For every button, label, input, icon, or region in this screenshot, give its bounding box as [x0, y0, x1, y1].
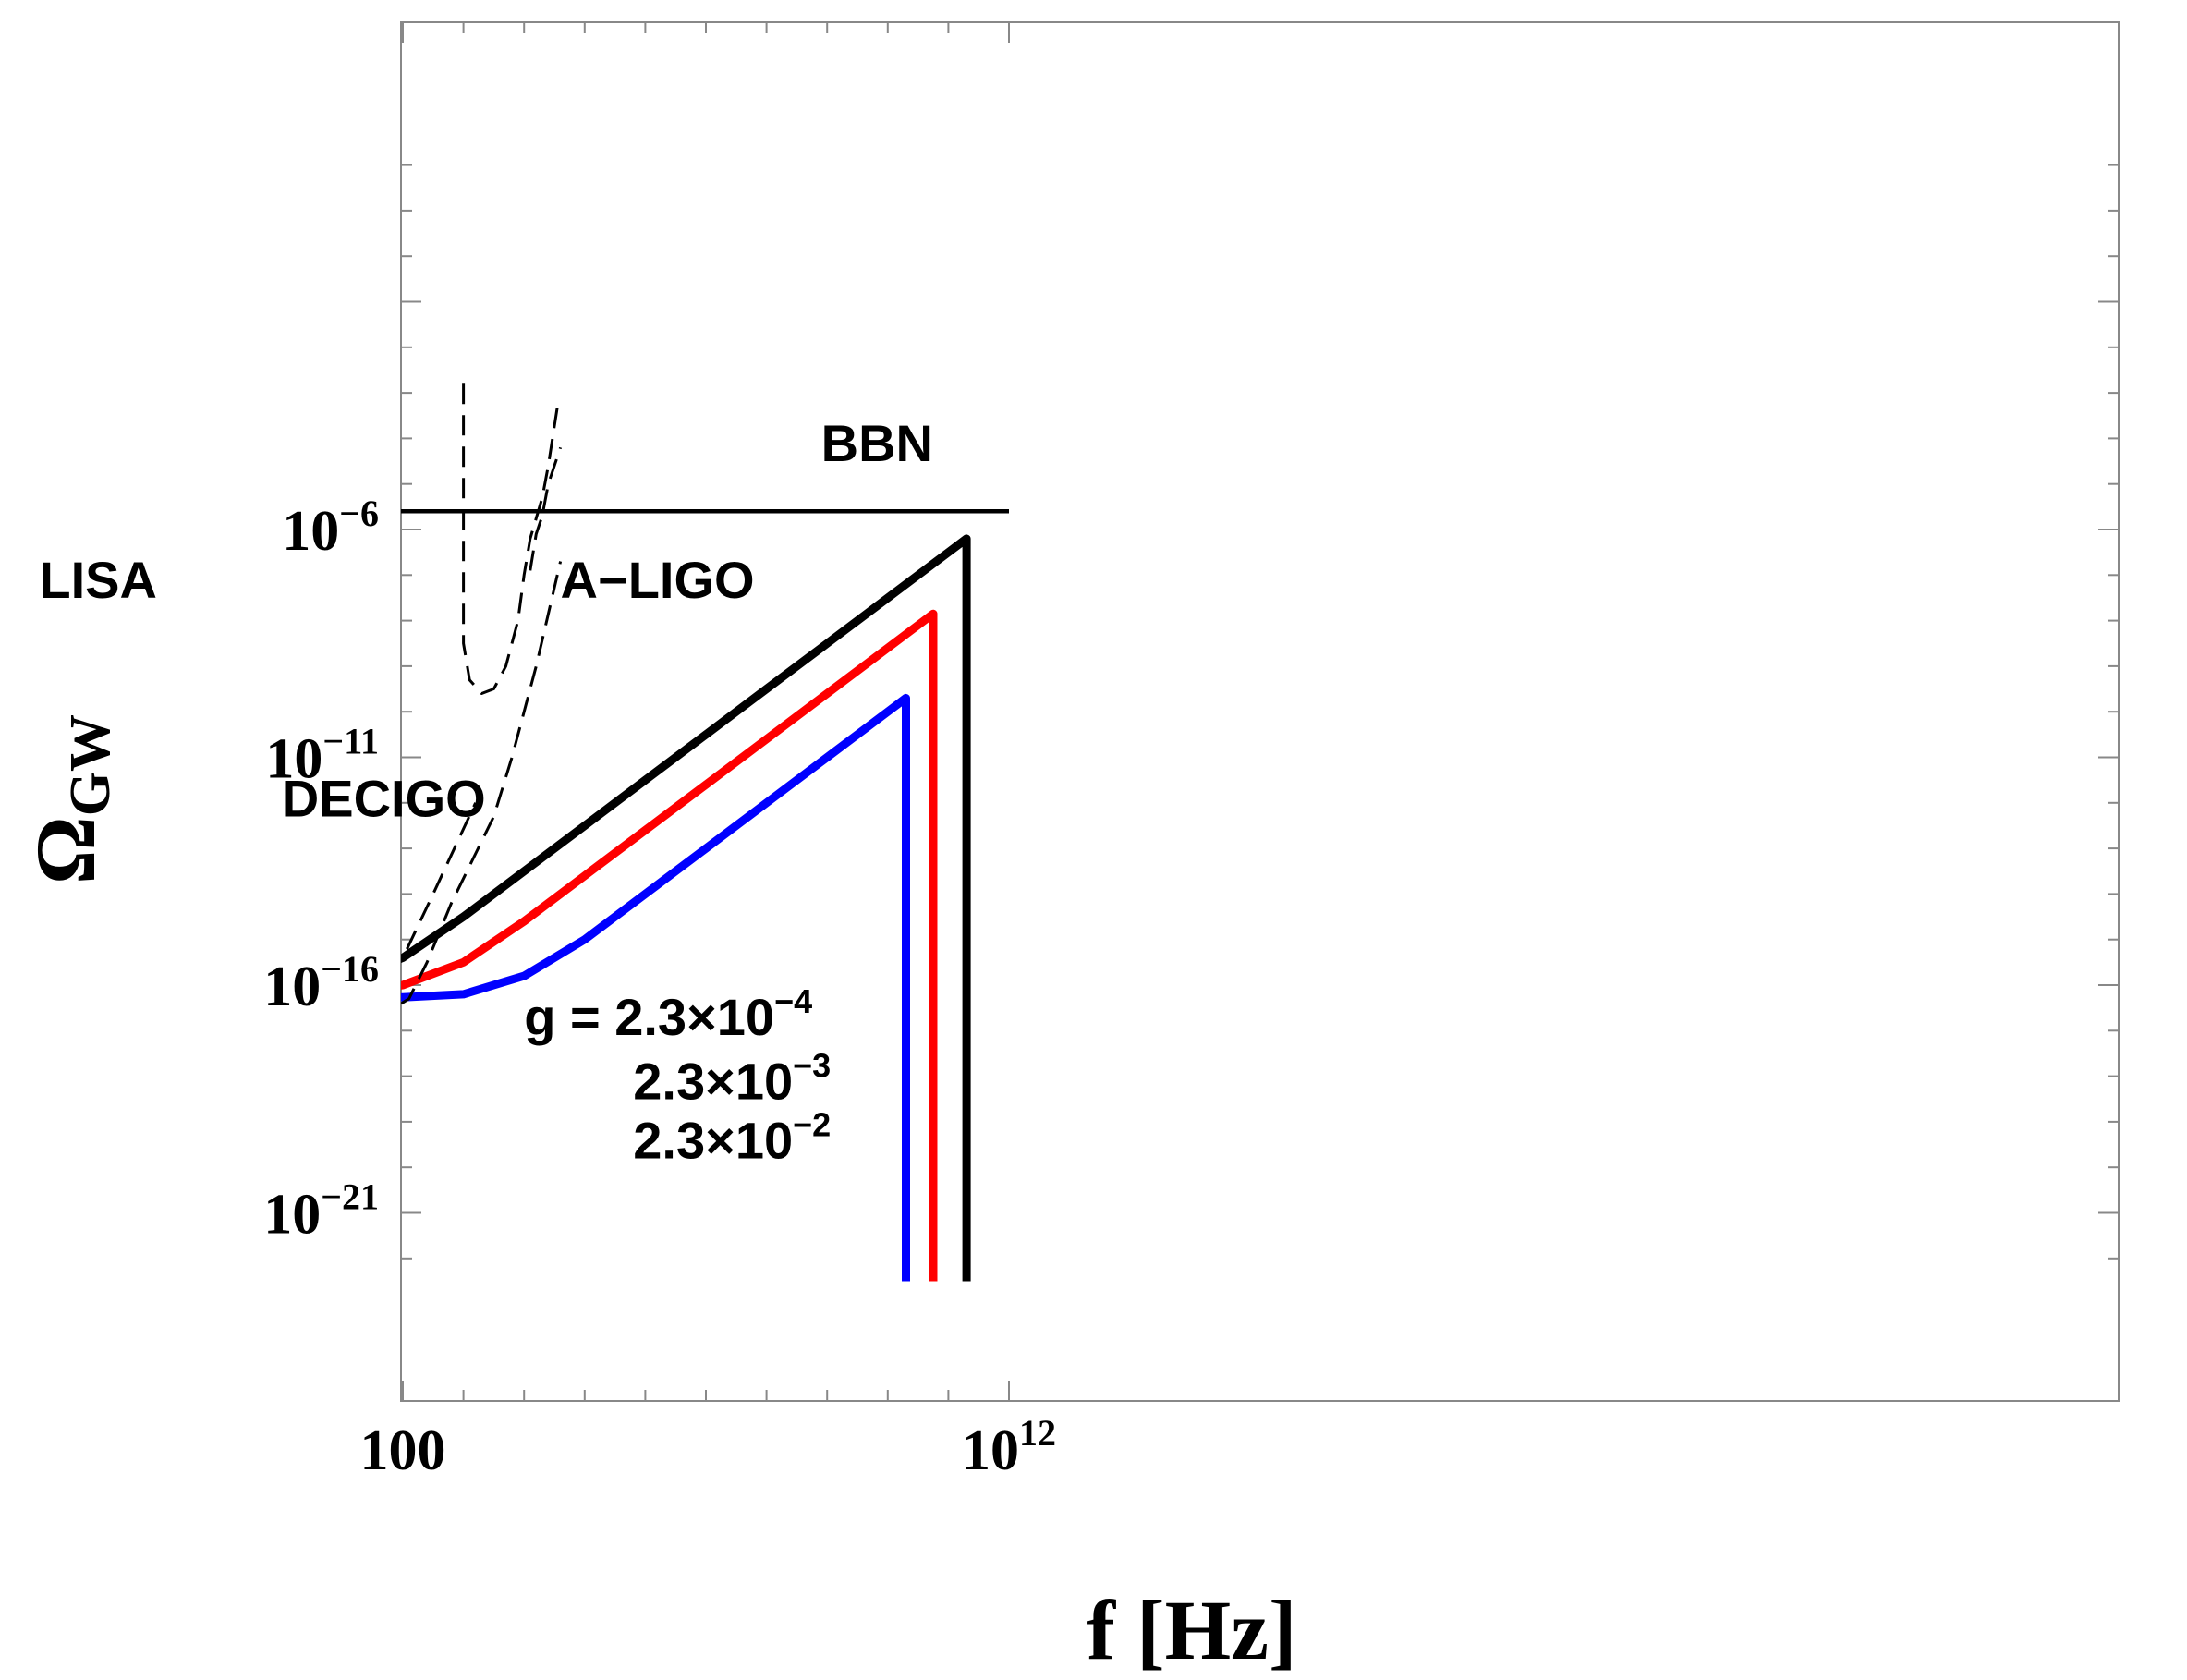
axis-ticks	[401, 22, 2119, 1401]
svg-text:ΩGW: ΩGW	[18, 714, 122, 884]
annotation-g3: 2.3×10−2	[633, 1105, 831, 1169]
x-tick-label: 1012	[962, 1412, 1056, 1482]
data-series	[401, 383, 1009, 1282]
x-tick-label: 100	[360, 1419, 446, 1482]
y-axis-title: ΩGW	[18, 714, 122, 884]
annotation-g2: 2.3×10−3	[633, 1046, 831, 1110]
x-axis-title: f [Hz]	[1087, 1583, 1296, 1677]
annotation-lisa: LISA	[39, 551, 157, 609]
series-g-2-3-10-4	[401, 534, 971, 1282]
annotation-g1: g = 2.3×10−4	[524, 982, 812, 1046]
series-a-ligo	[462, 383, 559, 695]
series-a-ligo-inner	[529, 446, 563, 571]
y-tick-label: 10−16	[263, 948, 379, 1018]
y-tick-label: 10−21	[263, 1176, 379, 1247]
series-g-2-3-10-3	[401, 609, 938, 1282]
annotation-bbn: BBN	[821, 414, 933, 472]
annotations: BBNSKALISAA−LIGODECIGOr = 0.05g = 2.3×10…	[39, 414, 933, 1169]
y-tick-label: 10−6	[282, 493, 379, 563]
annotation-decigo: DECIGO	[282, 770, 486, 828]
annotation-aligo: A−LIGO	[561, 551, 755, 609]
series-g-2-3-10-2	[401, 693, 910, 1282]
series-decigo-inner	[401, 802, 478, 964]
y-axis-title-sub: GW	[59, 714, 122, 816]
y-tick-label: 10−11	[265, 721, 379, 791]
series-decigo	[401, 561, 563, 1005]
plot-frame	[400, 21, 2120, 1402]
y-axis-title-main: Ω	[18, 816, 113, 884]
